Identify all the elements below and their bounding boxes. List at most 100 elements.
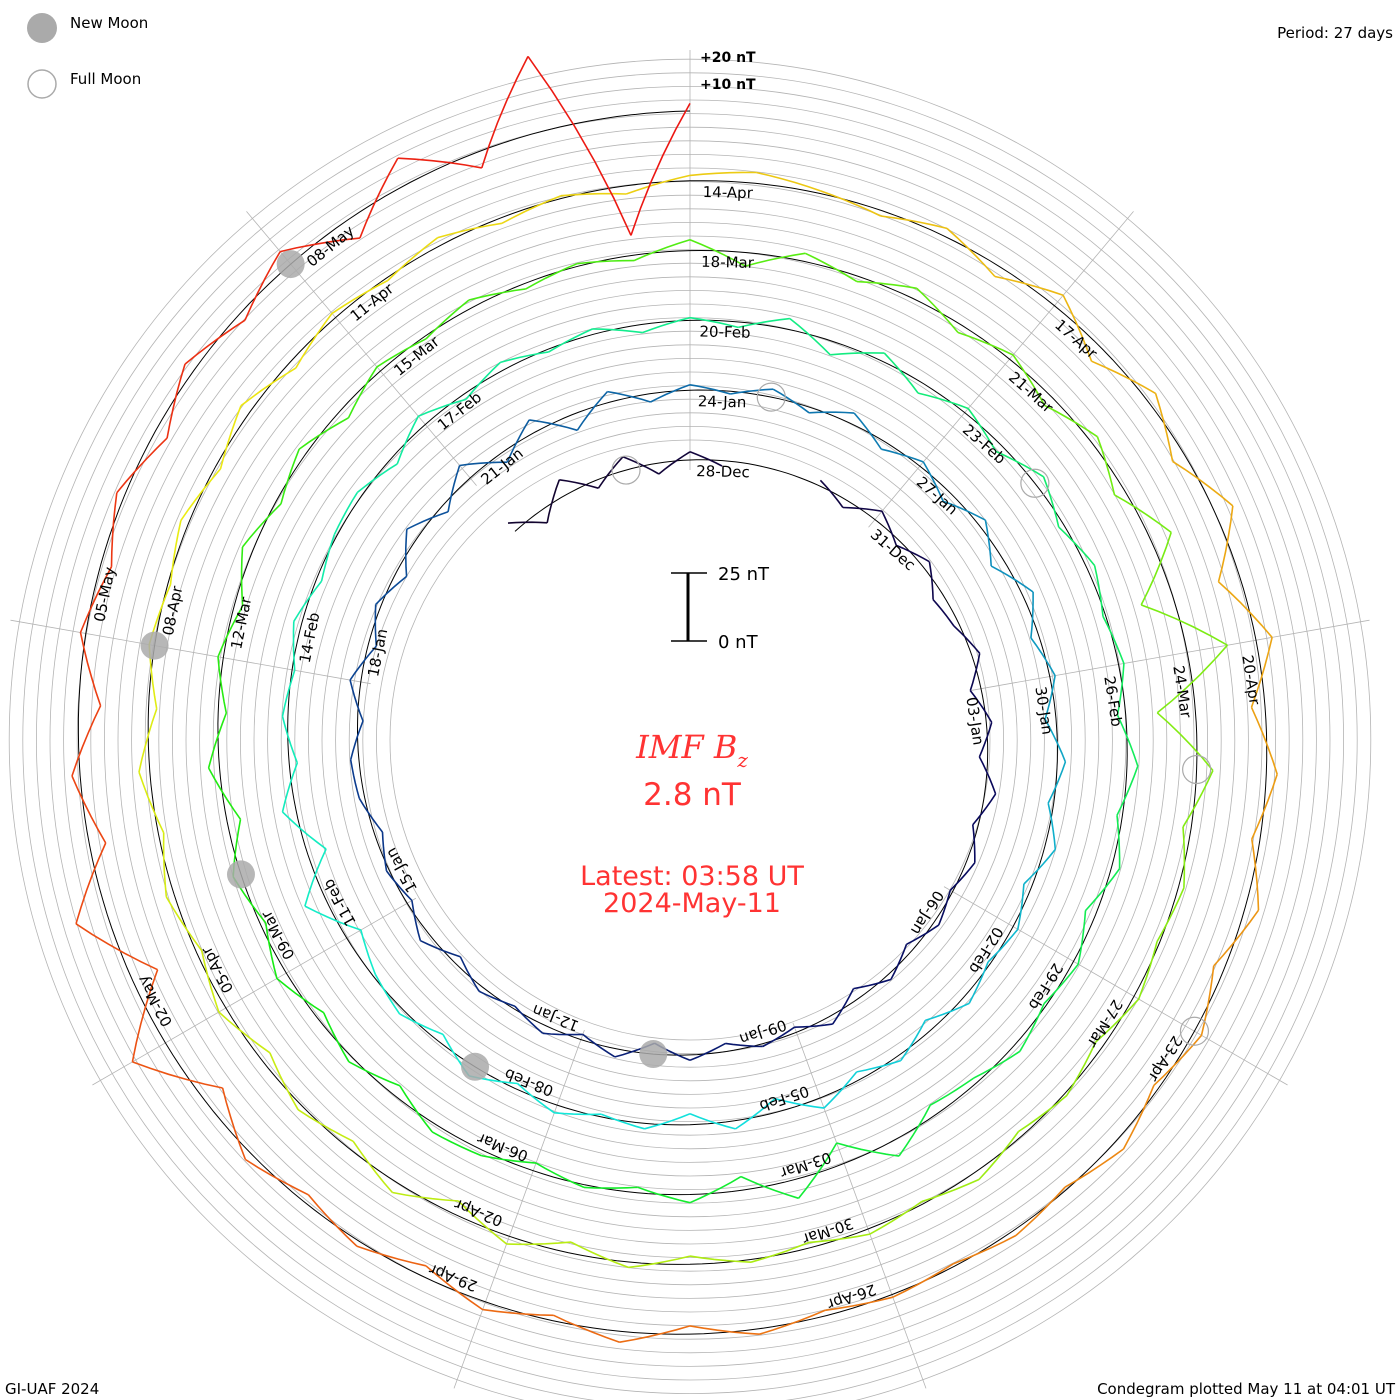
bz-segment [162,832,168,897]
bz-segment [131,969,159,1063]
bz-segment [842,506,883,512]
bz-segment [207,767,242,820]
bz-segment [972,793,997,826]
bz-segment [548,328,593,353]
bz-segment [856,1059,902,1073]
bz-segment [1018,1094,1068,1133]
bz-segment [1154,393,1174,462]
bz-segment [280,448,300,505]
bz-segment [1019,1003,1045,1052]
date-label: 03-Mar [777,1148,834,1182]
footer-plotted: Condegram plotted May 11 at 04:01 UT [1097,1380,1396,1398]
bz-segment [577,259,635,265]
date-spoke [868,211,1134,528]
new-moon-marker [226,860,255,889]
bz-segment [949,862,976,891]
full-moon-legend-label: Full Moon [70,70,141,88]
bz-segment [1015,1186,1066,1237]
bz-segment [937,890,952,926]
bz-segment [978,756,997,795]
bz-segment [689,1255,752,1263]
date-label: 31-Dec [867,525,919,574]
bz-segment [347,366,378,419]
bz-segment [527,55,632,236]
bz-segment [1043,963,1079,1005]
bz-segment [946,227,996,278]
bz-segment [1217,581,1273,638]
bz-segment [529,419,578,432]
new-moon-legend-icon [27,13,57,43]
bz-segment [978,722,993,758]
date-label: 02-May [134,972,177,1029]
bz-segment [774,1097,825,1109]
bz-segment [554,1112,602,1116]
bz-segment [804,252,858,283]
bz-segment [71,775,107,844]
bz-segment [957,331,1014,356]
bz-segment [942,500,986,521]
bz-segment [689,1175,742,1204]
latest-time: Latest: 03:58 UT [580,861,804,892]
bz-segment [349,645,377,681]
bz-segment [1084,868,1121,912]
bz-value: 2.8 nT [643,777,742,813]
bz-segment [738,317,790,329]
bz-segment [892,1263,954,1298]
date-label: 09-Mar [257,907,299,963]
date-label: 08-Apr [159,584,187,637]
bz-segment [994,275,1064,297]
bz-segment [244,251,281,321]
bz-segment [221,1087,247,1160]
bz-segment [298,417,349,450]
bz-segment [405,529,408,577]
bz-segment [1023,848,1056,885]
date-label: 24-Mar [1169,664,1195,720]
bz-segment [972,824,976,863]
bz-segment [1064,1148,1124,1188]
date-label: 28-Dec [696,462,750,481]
bz-segment [984,519,992,567]
bz-segment [1091,360,1156,395]
bz-segment [597,456,624,489]
new-moon-legend-label: New Moon [70,14,148,32]
bz-segment [928,561,934,600]
bz-segment [995,450,1045,478]
bz-segment [79,632,102,706]
bz-segment [396,415,420,465]
full-moon-legend-icon [27,69,57,99]
bz-segment [501,194,562,225]
bz-segment [1030,637,1056,676]
bz-segment [809,1233,871,1244]
bz-segment [969,653,981,691]
bz-segment [217,656,228,714]
bz-segment [973,1050,1021,1079]
bz-segment [745,252,806,267]
moon-markers [140,250,1212,1081]
bz-segment [417,398,467,417]
bz-segment [1114,494,1172,534]
bz-segment [360,929,377,975]
date-label: 24-Jan [698,392,747,411]
bz-segment [969,690,993,723]
full-moon-marker [756,382,786,412]
bz-segment [916,287,959,334]
date-spoke [92,897,417,1086]
bz-segment [358,797,384,833]
bz-segment [1250,706,1278,775]
bz-segment [411,900,422,941]
date-label: 27-Jan [913,473,961,519]
imf-title-sub: z [736,748,748,772]
bz-segment [79,566,113,633]
bz-segment [929,1077,975,1106]
bz-segment [990,565,1034,593]
bz-segment [1096,436,1116,496]
bz-segment [1042,476,1060,528]
bz-segment [1122,1084,1155,1150]
bz-segment [730,388,774,395]
bz-segment [1058,526,1096,567]
bz-segment [750,1241,810,1263]
bz-segment [1182,826,1186,888]
bz-segment [987,928,1019,963]
bz-segment [399,1085,433,1133]
